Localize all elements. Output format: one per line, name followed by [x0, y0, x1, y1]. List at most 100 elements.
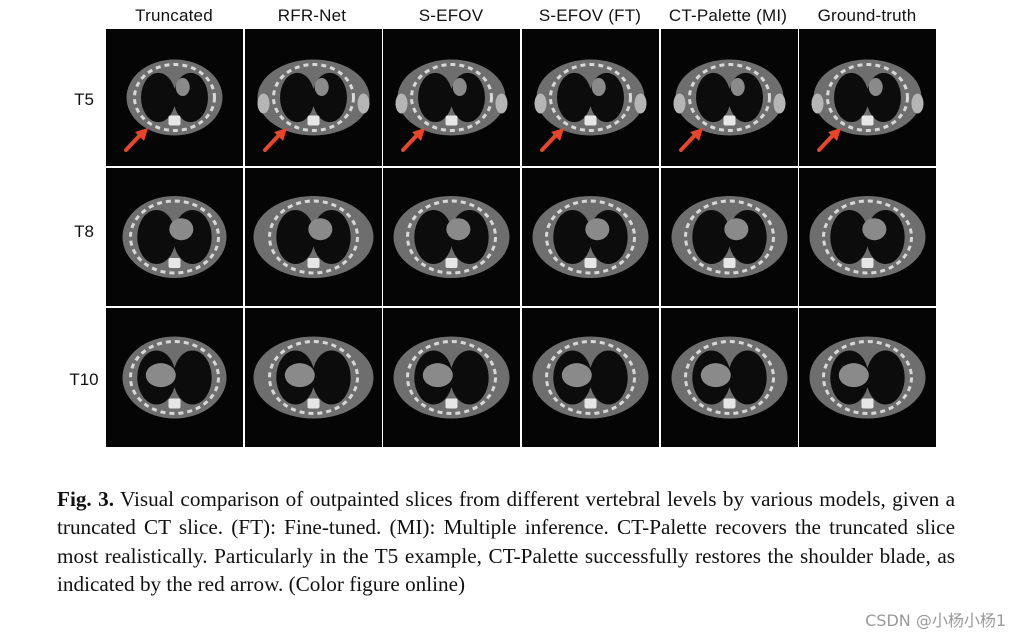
shoulder-blade-left	[811, 93, 824, 114]
left-lung	[553, 209, 592, 265]
right-lung	[589, 350, 628, 405]
mediastinum	[561, 363, 592, 388]
right-lung	[312, 350, 351, 405]
rib-cage	[684, 199, 775, 275]
rib-cage	[406, 199, 497, 275]
mediastinum	[700, 363, 731, 388]
vertebra	[168, 258, 181, 268]
vertebra	[445, 258, 458, 268]
rib-cage	[129, 199, 220, 275]
ct-slice-t8-3	[383, 168, 520, 306]
vertebra	[307, 258, 320, 268]
left-lung	[692, 209, 731, 265]
ct-slice-t5-3	[383, 29, 520, 166]
shoulder-blade-right	[357, 93, 370, 114]
ct-slice-t8-4	[522, 168, 659, 306]
column-header-s-efov: S-EFOV	[418, 6, 484, 25]
vertebra	[723, 398, 736, 409]
rib-cage	[549, 63, 632, 132]
left-lung	[280, 72, 315, 123]
vertebra	[168, 115, 181, 126]
right-lung	[728, 350, 767, 405]
watermark: CSDN @小杨小杨1	[865, 611, 1006, 630]
shoulder-blade-left	[673, 93, 686, 114]
mediastinum	[838, 363, 869, 388]
ct-slice-t10-1	[106, 308, 243, 447]
shoulder-blade-right	[634, 93, 647, 114]
vertebra	[723, 115, 736, 126]
ct-slice-t10-3	[383, 308, 520, 447]
rib-cage	[822, 199, 913, 275]
mediastinum	[868, 78, 883, 97]
left-lung	[137, 209, 176, 265]
column-header-ground-truth: Ground-truth	[817, 6, 917, 25]
right-lung	[173, 350, 212, 405]
shoulder-blade-left	[534, 93, 547, 114]
row-label-t5: T5	[74, 90, 94, 109]
red-arrow-icon	[263, 128, 287, 152]
row-label-t10: T10	[69, 370, 99, 389]
ct-image-grid	[106, 29, 937, 447]
caption-figure-label: Fig. 3.	[57, 487, 114, 511]
rib-cage	[133, 63, 216, 132]
red-arrow-icon	[540, 128, 564, 152]
vertebra	[168, 398, 181, 409]
left-lung	[557, 72, 592, 123]
ct-slice-t8-1	[106, 168, 243, 306]
ct-slice-t10-6	[799, 308, 936, 447]
mediastinum	[730, 78, 745, 97]
caption-text: Visual comparison of outpainted slices f…	[57, 487, 955, 597]
ct-slice-t10-5	[661, 308, 798, 447]
shoulder-blade-left	[257, 93, 270, 114]
rib-cage	[826, 63, 909, 132]
ct-slice-t5-2	[245, 29, 382, 166]
mediastinum	[585, 218, 610, 241]
mediastinum	[314, 78, 329, 97]
red-arrow-icon	[124, 128, 148, 152]
rib-cage	[545, 199, 636, 275]
left-lung	[830, 209, 869, 265]
vertebra	[861, 398, 874, 409]
column-header-ct-palette-mi: CT-Palette (MI)	[668, 6, 788, 25]
vertebra	[861, 258, 874, 268]
shoulder-blade-left	[395, 93, 408, 114]
ct-slice-t5-5	[661, 29, 798, 166]
ct-slice-t8-5	[661, 168, 798, 306]
mediastinum	[862, 218, 887, 241]
ct-slice-t8-6	[799, 168, 936, 306]
vertebra	[307, 398, 320, 409]
vertebra	[584, 115, 597, 126]
row-label-t8: T8	[74, 222, 94, 241]
mediastinum	[175, 78, 190, 97]
right-lung	[866, 350, 905, 405]
rib-cage	[129, 340, 220, 415]
red-arrow-icon	[817, 128, 841, 152]
mediastinum	[284, 363, 315, 388]
ct-slice-t5-1	[106, 29, 243, 166]
rib-cage	[268, 340, 359, 415]
rib-cage	[410, 63, 493, 132]
vertebra	[584, 398, 597, 409]
mediastinum	[422, 363, 453, 388]
mediastinum	[446, 218, 471, 241]
rib-cage	[268, 199, 359, 275]
vertebra	[445, 115, 458, 126]
mediastinum	[169, 218, 194, 241]
rib-cage	[272, 63, 355, 132]
left-lung	[696, 72, 731, 123]
vertebra	[445, 398, 458, 409]
ct-slice-t10-2	[245, 308, 382, 447]
left-lung	[141, 72, 176, 123]
column-header-rfr-net: RFR-Net	[277, 6, 347, 25]
ct-slice-t8-2	[245, 168, 382, 306]
vertebra	[861, 115, 874, 126]
mediastinum	[452, 78, 467, 97]
column-header-s-efov-ft: S-EFOV (FT)	[538, 6, 642, 25]
figure-caption: Fig. 3. Visual comparison of outpainted …	[57, 485, 955, 599]
ct-slice-t5-6	[799, 29, 936, 166]
mediastinum	[591, 78, 606, 97]
left-lung	[276, 209, 315, 265]
vertebra	[307, 115, 320, 126]
rib-cage	[822, 340, 913, 415]
shoulder-blade-right	[911, 93, 924, 114]
